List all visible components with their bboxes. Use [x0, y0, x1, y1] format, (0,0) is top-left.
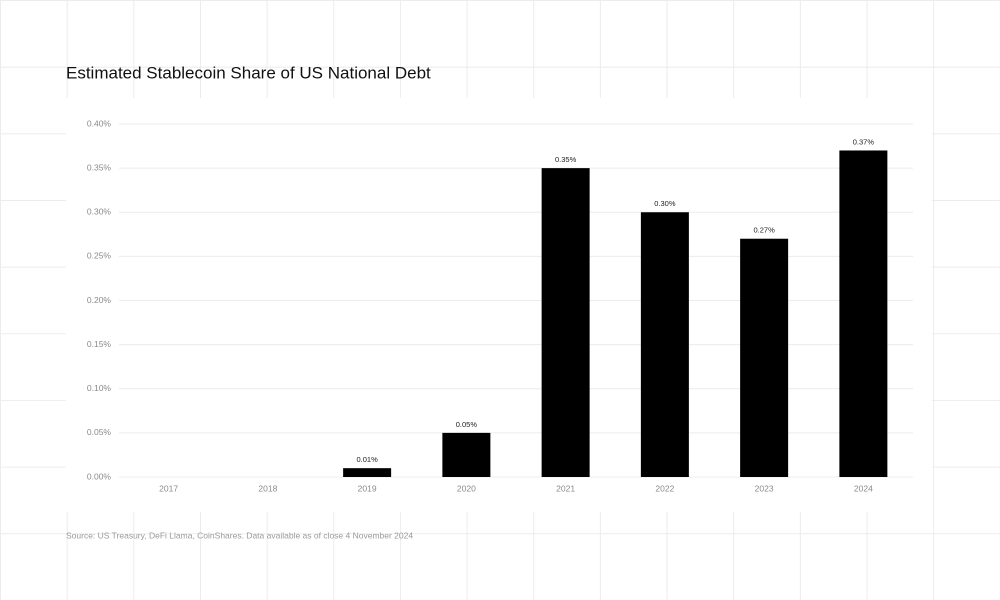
x-tick-label: 2018: [258, 483, 277, 493]
y-tick-label: 0.00%: [87, 471, 112, 481]
source-note: Source: US Treasury, DeFi Llama, CoinSha…: [66, 530, 413, 540]
value-label: 0.01%: [356, 455, 378, 464]
x-tick-label: 2022: [655, 483, 674, 493]
y-tick-label: 0.25%: [87, 251, 112, 261]
y-tick-label: 0.05%: [87, 427, 112, 437]
y-tick-label: 0.40%: [87, 118, 112, 128]
x-tick-label: 2023: [755, 483, 774, 493]
y-tick-label: 0.10%: [87, 383, 112, 393]
y-tick-label: 0.20%: [87, 295, 112, 305]
value-label: 0.27%: [753, 226, 775, 235]
value-label: 0.35%: [555, 155, 577, 164]
y-tick-label: 0.15%: [87, 339, 112, 349]
bar: [343, 468, 392, 477]
chart-title: Estimated Stablecoin Share of US Nationa…: [66, 63, 431, 82]
bar: [442, 432, 491, 477]
chart-panel: [66, 98, 932, 512]
x-tick-label: 2019: [358, 483, 377, 493]
bar: [640, 212, 689, 477]
value-label: 0.30%: [654, 199, 676, 208]
y-tick-label: 0.35%: [87, 162, 112, 172]
y-tick-label: 0.30%: [87, 207, 112, 217]
x-tick-label: 2024: [854, 483, 873, 493]
bar: [839, 150, 888, 477]
x-tick-label: 2017: [159, 483, 178, 493]
bar: [740, 238, 789, 477]
bar: [541, 168, 590, 477]
x-tick-label: 2021: [556, 483, 575, 493]
x-tick-label: 2020: [457, 483, 476, 493]
value-label: 0.37%: [853, 137, 875, 146]
value-label: 0.05%: [456, 420, 478, 429]
